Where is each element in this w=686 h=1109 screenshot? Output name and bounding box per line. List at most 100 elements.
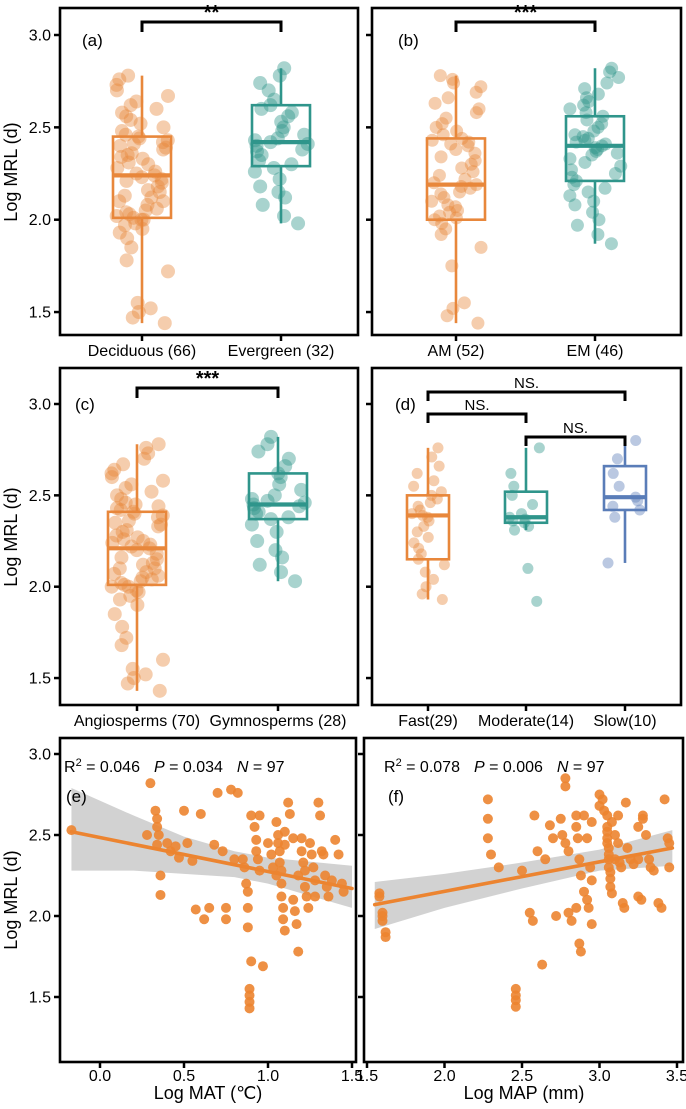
jitter-point [113, 502, 128, 517]
x-tick-label: 0.0 [89, 1068, 111, 1085]
scatter-point [306, 849, 317, 860]
y-axis-title: Log MRL (d) [1, 487, 21, 586]
jitter-point [112, 225, 127, 240]
jitter-point [108, 515, 123, 530]
group-gymnosperms-28 [244, 429, 312, 589]
scatter-point [557, 830, 568, 840]
scatter-point [217, 846, 228, 857]
jitter-point [591, 120, 605, 134]
panel-f: 1.5 2.0 2.5 3.0 3.5 Log MAP (mm) R2 = 0.078 P =… [356, 736, 686, 1103]
jitter-point [428, 96, 442, 110]
group-deciduous-66 [109, 68, 176, 331]
jitter-point [610, 146, 624, 160]
jitter-point [133, 116, 148, 131]
jitter-point [115, 524, 130, 539]
jitter-point [443, 205, 457, 219]
jitter-point [577, 98, 591, 112]
scatter-point [303, 902, 314, 913]
jitter-point [444, 137, 458, 151]
x-tick-label: 0.5 [173, 1068, 195, 1085]
scatter-point [579, 810, 589, 821]
scatter-point [323, 891, 334, 902]
panel-e: 0.0 0.5 1.0 1.5 Log MAT (℃) R2 = 0.046 P = 0.0… [29, 736, 363, 1103]
jitter-point [277, 209, 292, 224]
category-label: Angiosperms (70) [74, 713, 200, 730]
jitter-point [136, 534, 151, 549]
category-label: Deciduous (66) [88, 343, 197, 360]
scatter-point [249, 821, 260, 832]
jitter-point [249, 506, 264, 521]
jitter-point [135, 557, 150, 572]
panel-b: AM (52) EM (46) *** (b) [366, 2, 683, 360]
y-tick-label: 2.0 [29, 579, 51, 596]
jitter-point [441, 198, 455, 212]
jitter-point [579, 91, 593, 105]
panel-a: Deciduous (66) Evergreen (32) ** 3.0 2.5 2.0 1… [29, 2, 360, 360]
jitter-point [151, 519, 166, 534]
scatter-point [232, 787, 243, 798]
jitter-point [114, 550, 129, 565]
scatter-point [162, 838, 173, 849]
jitter-point [295, 142, 310, 157]
jitter-point [440, 309, 454, 323]
box-evergreen-32 [250, 103, 312, 168]
jitter-point [267, 488, 282, 503]
jitter-point [141, 446, 156, 461]
jitter-point [595, 117, 609, 131]
jitter-point [153, 517, 168, 532]
jitter-point [274, 565, 289, 580]
scatter-point [221, 902, 231, 913]
jitter-point [453, 185, 467, 199]
category-label: Evergreen (32) [228, 343, 335, 360]
scatter-point [517, 865, 527, 876]
jitter-point [135, 570, 150, 585]
jitter-point [247, 164, 262, 179]
y-tick-label: 3.0 [29, 28, 51, 45]
scatter-point [664, 862, 675, 873]
scatter-point [637, 813, 648, 824]
jitter-point [613, 480, 625, 492]
scatter-point [330, 834, 341, 845]
scatter-point [195, 808, 206, 819]
jitter-point [161, 264, 176, 279]
jitter-point [120, 148, 135, 163]
jitter-point [415, 548, 427, 560]
scatter-point [276, 878, 287, 889]
panel-c: Angiosperms (70) Gymnosperms (28) *** 3.0 2.… [29, 366, 360, 730]
jitter-point [274, 114, 289, 129]
x-axis-title: Log MAT (℃) [154, 1083, 263, 1103]
box-am-52 [425, 137, 487, 222]
scatter-point [279, 826, 290, 837]
jitter-point [128, 497, 143, 512]
scatter-point [540, 854, 551, 865]
scatter-point [288, 894, 299, 905]
jitter-point [474, 240, 488, 254]
scatter-point [563, 907, 574, 918]
scatter-point [254, 810, 265, 821]
jitter-point [118, 481, 133, 496]
scatter-point [293, 946, 304, 957]
panel-content [372, 773, 675, 1012]
scatter-point [150, 805, 161, 816]
jitter-point [255, 197, 270, 212]
jitter-point [468, 146, 482, 160]
jitter-point [161, 88, 176, 103]
scatter-point [152, 821, 163, 832]
scatter-point [605, 873, 616, 884]
jitter-point [582, 94, 596, 108]
jitter-point [578, 133, 592, 147]
scatter-point [659, 794, 670, 805]
scatter-point [190, 904, 201, 915]
jitter-point [464, 157, 478, 171]
jitter-point [603, 65, 617, 79]
jitter-point [121, 579, 136, 594]
jitter-point [418, 520, 430, 532]
jitter-point [135, 151, 150, 166]
jitter-point [139, 440, 154, 455]
jitter-point [428, 475, 440, 487]
panel-letter: (a) [82, 31, 103, 50]
sig-label: *** [514, 2, 538, 24]
scatter-point [563, 846, 574, 857]
jitter-point [114, 638, 129, 653]
y-axis-title: Log MRL (d) [1, 122, 21, 221]
